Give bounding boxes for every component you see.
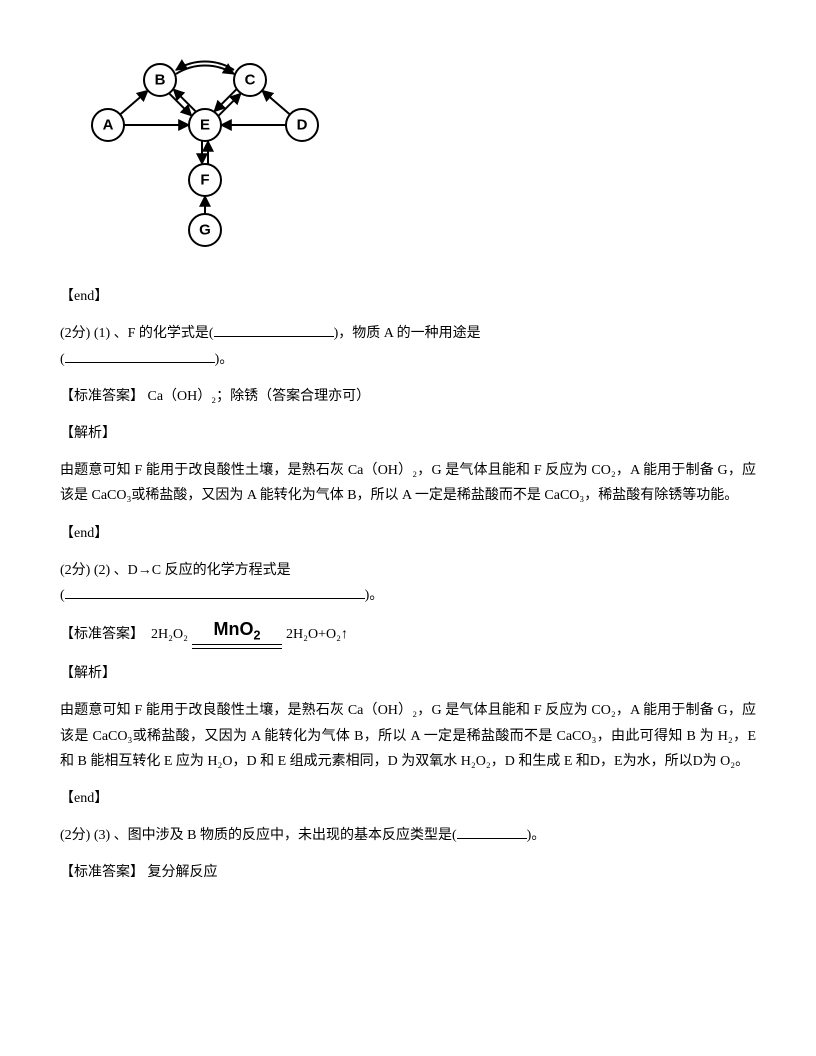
- q1-prompt-d: )。: [215, 352, 234, 367]
- eq-catalyst: MnO2: [213, 620, 260, 642]
- analysis-label: 【解析】: [60, 426, 116, 441]
- q1-prompt-b: )，物质 A 的一种用途是: [334, 326, 481, 341]
- svg-text:D: D: [297, 117, 308, 134]
- answer-label: 【标准答案】: [60, 389, 144, 404]
- q2-blank: [65, 584, 365, 599]
- q1-blank-1: [214, 322, 334, 337]
- q1-end: 【end】: [60, 284, 756, 309]
- q2-prompt-c: )。: [365, 588, 384, 603]
- eq-left: 2H₂O₂: [151, 622, 188, 647]
- q2-end: 【end】: [60, 521, 756, 546]
- end-label: 【end】: [60, 791, 108, 806]
- q3-prompt-a: (2分) (3) 、图中涉及 B 物质的反应中，未出现的基本反应类型是(: [60, 828, 457, 843]
- end-label: 【end】: [60, 526, 108, 541]
- svg-text:B: B: [155, 72, 166, 89]
- diagram-svg: A B C D E F G: [80, 40, 340, 255]
- analysis-label: 【解析】: [60, 666, 116, 681]
- graph-diagram: A B C D E F G: [80, 40, 756, 264]
- q1-analysis-label: 【解析】: [60, 421, 756, 446]
- svg-text:F: F: [200, 172, 209, 189]
- q1-answer-text: Ca（OH）₂；除锈（答案合理亦可）: [144, 389, 370, 404]
- q3-end: 【end】: [60, 786, 756, 811]
- q1-analysis-text: 由题意可知 F 能用于改良酸性土壤，是熟石灰 Ca（OH）₂，G 是气体且能和 …: [60, 458, 756, 508]
- q1-answer: 【标准答案】 Ca（OH）₂；除锈（答案合理亦可）: [60, 384, 756, 409]
- q3-blank: [457, 824, 527, 839]
- svg-text:G: G: [199, 222, 211, 239]
- eq-arrow-line: [192, 644, 282, 649]
- answer-label: 【标准答案】: [60, 865, 144, 880]
- chemical-equation: 2H₂O₂ MnO2 2H₂O+O₂↑: [151, 620, 348, 649]
- svg-text:A: A: [103, 117, 114, 134]
- q2-prompt: (2分) (2) 、D→C 反应的化学方程式是 ()。: [60, 558, 756, 608]
- q2-prompt-a: (2分) (2) 、D→C 反应的化学方程式是: [60, 563, 291, 578]
- q2-analysis-label: 【解析】: [60, 661, 756, 686]
- q1-blank-2: [65, 348, 215, 363]
- q3-prompt-b: )。: [527, 828, 546, 843]
- end-label: 【end】: [60, 289, 108, 304]
- svg-text:C: C: [245, 72, 256, 89]
- q3-answer: 【标准答案】 复分解反应: [60, 860, 756, 885]
- q3-prompt: (2分) (3) 、图中涉及 B 物质的反应中，未出现的基本反应类型是( )。: [60, 823, 756, 848]
- svg-text:E: E: [200, 117, 210, 134]
- answer-label: 【标准答案】: [60, 627, 144, 642]
- eq-right: 2H₂O+O₂↑: [286, 622, 348, 647]
- q3-answer-text: 复分解反应: [144, 865, 218, 880]
- eq-arrow: MnO2: [192, 620, 282, 649]
- q1-prompt: (2分) (1) 、F 的化学式是()，物质 A 的一种用途是 ()。: [60, 321, 756, 371]
- q2-analysis-text: 由题意可知 F 能用于改良酸性土壤，是熟石灰 Ca（OH）₂，G 是气体且能和 …: [60, 698, 756, 774]
- q2-answer: 【标准答案】 2H₂O₂ MnO2 2H₂O+O₂↑: [60, 620, 756, 649]
- q1-prompt-a: (2分) (1) 、F 的化学式是(: [60, 326, 214, 341]
